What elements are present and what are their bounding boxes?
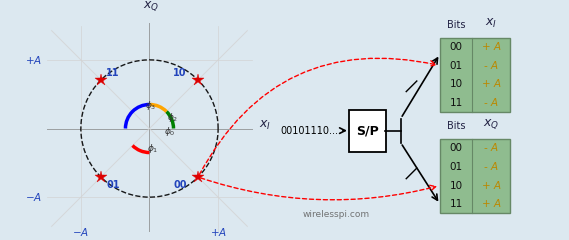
Text: $x_I$: $x_I$	[485, 17, 497, 30]
Text: - A: - A	[484, 60, 498, 71]
Text: 00: 00	[450, 42, 463, 52]
Text: $\phi_1$: $\phi_1$	[147, 142, 158, 155]
Text: 01: 01	[450, 162, 463, 172]
Text: 10: 10	[450, 180, 463, 191]
Text: $+A$: $+A$	[209, 226, 226, 238]
Text: $x_Q$: $x_Q$	[483, 117, 500, 131]
Text: $-A$: $-A$	[72, 226, 89, 238]
Text: 01: 01	[106, 180, 119, 190]
Text: Bits: Bits	[447, 20, 465, 30]
Text: + A: + A	[482, 199, 501, 209]
FancyBboxPatch shape	[349, 110, 386, 152]
Text: 11: 11	[450, 98, 463, 108]
Bar	[440, 38, 510, 112]
Text: 10: 10	[450, 79, 463, 89]
Text: - A: - A	[484, 143, 498, 153]
Text: + A: + A	[482, 79, 501, 89]
Text: Bits: Bits	[447, 121, 465, 131]
Text: $\phi_3$: $\phi_3$	[145, 99, 156, 112]
Text: 00101110...: 00101110...	[281, 126, 339, 136]
Text: 10: 10	[174, 68, 187, 78]
Text: S/P: S/P	[356, 124, 379, 137]
Text: - A: - A	[484, 162, 498, 172]
Text: 11: 11	[106, 68, 119, 78]
Text: $\phi_0$: $\phi_0$	[164, 125, 175, 138]
Text: + A: + A	[482, 42, 501, 52]
Text: 00: 00	[174, 180, 187, 190]
Text: $x_I$: $x_I$	[259, 118, 271, 132]
Text: $+A$: $+A$	[25, 54, 42, 66]
Text: $\phi_2$: $\phi_2$	[167, 111, 179, 124]
Bar	[440, 139, 510, 213]
Text: 00: 00	[450, 143, 463, 153]
Text: wirelesspi.com: wirelesspi.com	[303, 210, 370, 219]
Text: 11: 11	[450, 199, 463, 209]
Text: + A: + A	[482, 180, 501, 191]
Text: - A: - A	[484, 98, 498, 108]
Text: $x_Q$: $x_Q$	[143, 0, 159, 13]
Text: 01: 01	[450, 60, 463, 71]
Text: $-A$: $-A$	[25, 191, 42, 203]
